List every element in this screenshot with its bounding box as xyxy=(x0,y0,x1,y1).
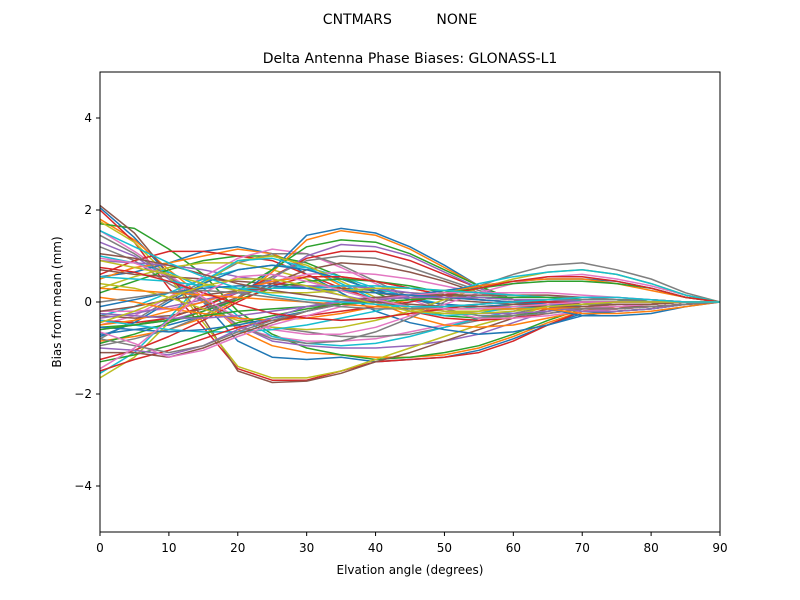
y-tick-label: 0 xyxy=(84,295,92,309)
series-line-44 xyxy=(99,275,721,372)
y-tick-label: 2 xyxy=(84,203,92,217)
y-axis-label: Bias from mean (mm) xyxy=(50,236,64,367)
x-tick-label: 0 xyxy=(96,541,104,555)
series-line-58 xyxy=(99,289,720,310)
y-tick-label: −2 xyxy=(74,387,92,401)
chart-title: Delta Antenna Phase Biases: GLONASS-L1 xyxy=(263,51,558,67)
y-tick-label: 4 xyxy=(84,111,92,125)
series-line-37 xyxy=(99,257,721,335)
series-lines xyxy=(99,204,721,384)
x-axis-ticks: 0 10 20 30 40 50 60 70 80 90 xyxy=(96,532,728,555)
x-tick-label: 40 xyxy=(368,541,383,555)
x-tick-label: 50 xyxy=(437,541,452,555)
x-tick-label: 30 xyxy=(299,541,314,555)
x-tick-label: 80 xyxy=(643,541,658,555)
x-tick-label: 60 xyxy=(506,541,521,555)
y-axis-ticks: −4 −2 0 2 4 xyxy=(74,111,100,493)
y-tick-label: −4 xyxy=(74,479,92,493)
x-tick-label: 20 xyxy=(230,541,245,555)
x-tick-label: 10 xyxy=(161,541,176,555)
series-line-38 xyxy=(99,234,721,345)
figure-suptitle: CNTMARS NONE xyxy=(323,12,477,28)
series-line-60 xyxy=(99,230,720,308)
series-line-59 xyxy=(99,278,720,324)
x-tick-label: 70 xyxy=(575,541,590,555)
x-tick-label: 90 xyxy=(712,541,727,555)
series-line-56 xyxy=(99,252,720,308)
x-axis-label: Elvation angle (degrees) xyxy=(337,563,484,577)
